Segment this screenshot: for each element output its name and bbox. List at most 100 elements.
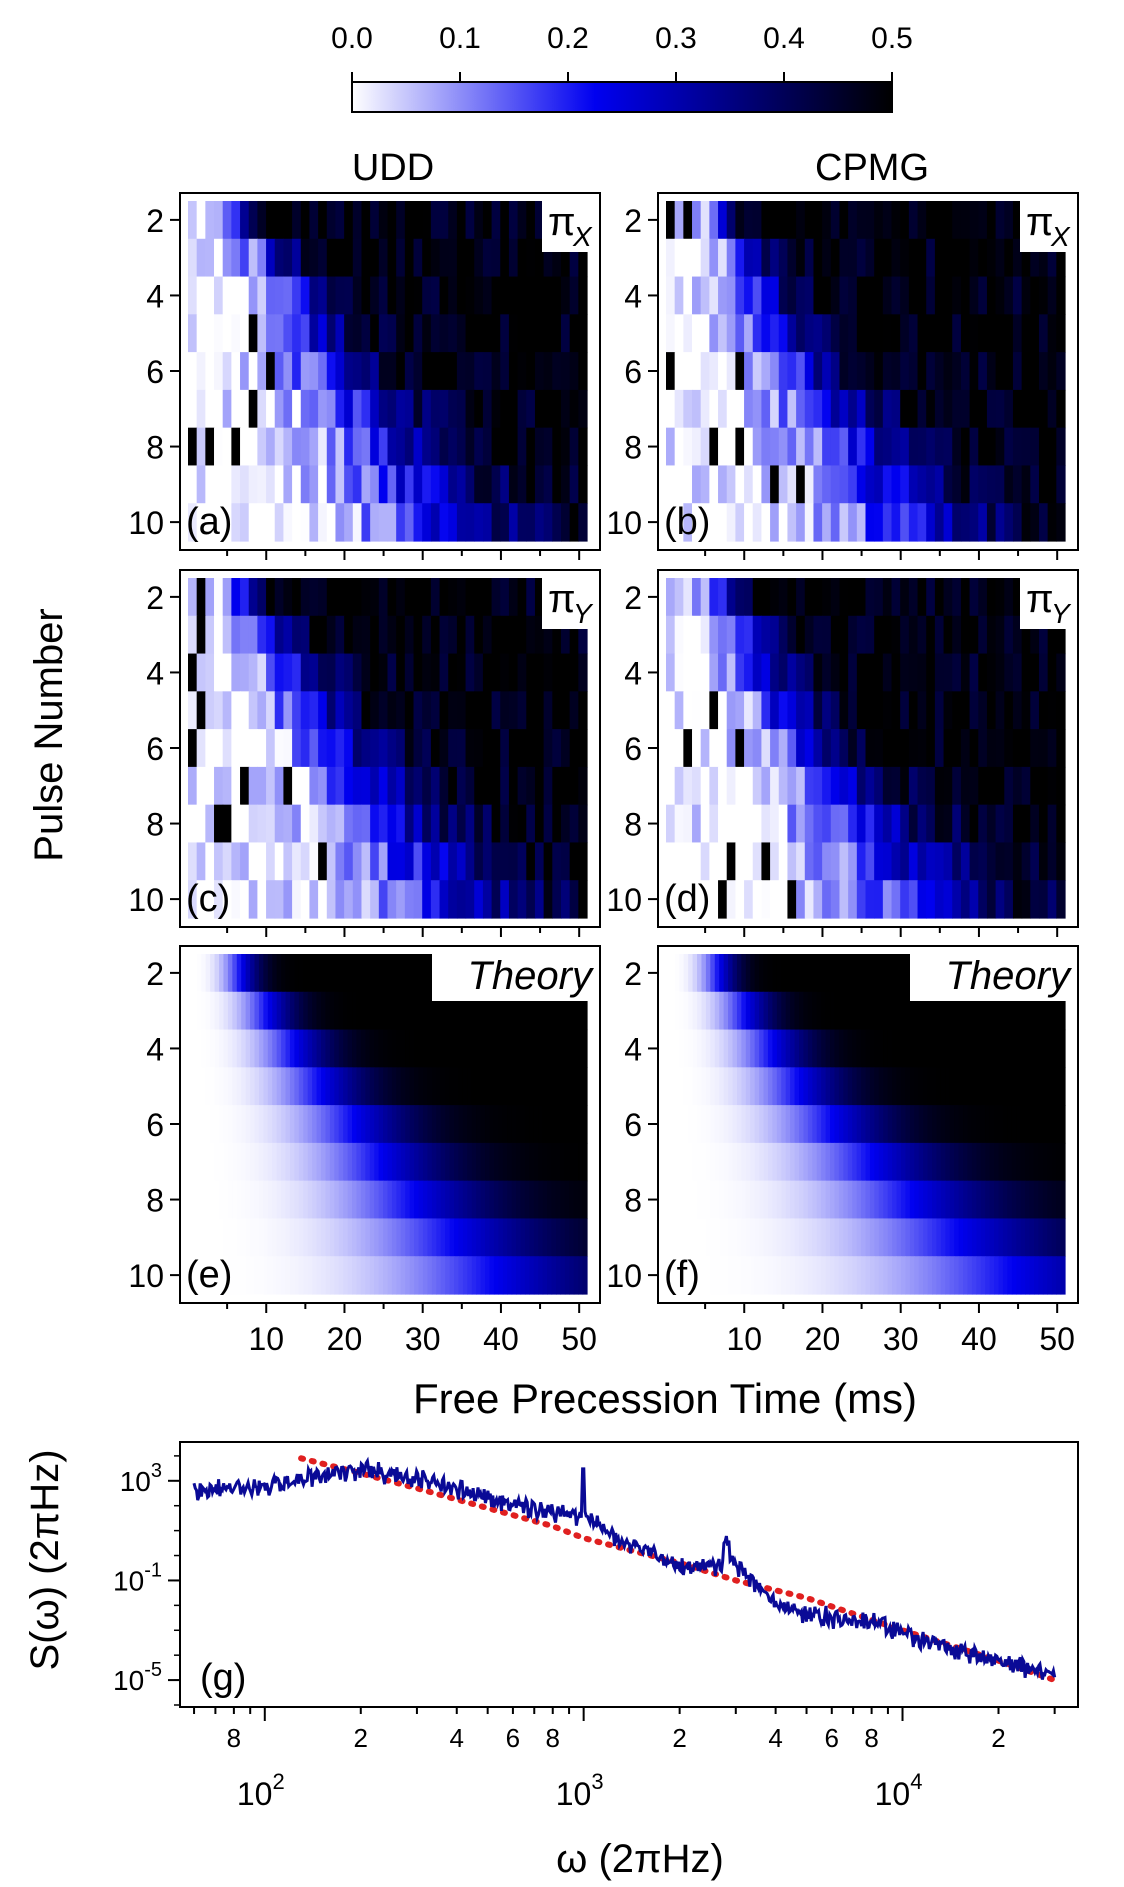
heatmap-cell xyxy=(254,991,260,1031)
heatmap-cell xyxy=(192,991,198,1031)
heatmap-cell xyxy=(709,880,719,919)
heatmap-cell xyxy=(666,991,672,1031)
heatmap-cell xyxy=(266,729,276,768)
heatmap-cell xyxy=(555,1218,561,1257)
heatmap-cell xyxy=(778,880,789,919)
heatmap-cell xyxy=(1047,615,1057,655)
heatmap-cell xyxy=(196,842,206,881)
heatmap-cell xyxy=(1033,1029,1039,1068)
heatmap-cell xyxy=(312,1256,318,1295)
heatmap-cell xyxy=(361,201,371,240)
heatmap-cell xyxy=(856,1105,862,1144)
heatmap-cell xyxy=(666,238,676,278)
heatmap-cell xyxy=(266,804,276,844)
heatmap-cell xyxy=(365,954,371,993)
heatmap-cell xyxy=(391,954,397,993)
heatmap-cell xyxy=(697,1180,703,1220)
heatmap-cell xyxy=(448,352,458,391)
heatmap-cell xyxy=(326,766,337,806)
heatmap-cell xyxy=(794,1067,800,1106)
heatmap-cell xyxy=(770,615,780,655)
heatmap-cell xyxy=(883,991,889,1031)
heatmap-cell xyxy=(1051,1029,1057,1068)
heatmap-cell xyxy=(276,991,282,1031)
heatmap-cell xyxy=(790,1142,796,1182)
y-tick-label: 4 xyxy=(146,1031,164,1067)
heatmap-cell xyxy=(688,1029,694,1068)
heatmap-cell xyxy=(524,1256,530,1295)
heatmap-cell xyxy=(709,615,719,655)
heatmap-cell xyxy=(436,1142,442,1182)
heatmap-cell xyxy=(430,842,441,881)
heatmap-cell xyxy=(520,1218,526,1257)
heatmap-cell xyxy=(508,880,519,919)
heatmap-cell xyxy=(936,1029,942,1068)
heatmap-cell xyxy=(266,503,276,542)
heatmap-cell xyxy=(387,653,397,692)
heatmap-cell xyxy=(674,201,684,240)
heatmap-cell xyxy=(896,1256,902,1295)
heatmap-cell xyxy=(761,465,771,504)
heatmap-cell xyxy=(404,691,415,730)
heatmap-cell xyxy=(952,465,962,504)
heatmap-cell xyxy=(205,842,215,881)
heatmap-cell xyxy=(365,1067,371,1106)
heatmap-cell xyxy=(449,1105,455,1144)
heatmap-cell xyxy=(692,729,702,768)
heatmap-cell xyxy=(356,1105,362,1144)
heatmap-cell xyxy=(294,954,300,993)
heatmap-cell xyxy=(744,653,754,692)
heatmap-cell xyxy=(754,1180,760,1220)
heatmap-cell xyxy=(796,615,806,655)
heatmap-cell xyxy=(476,1142,482,1182)
heatmap-cell xyxy=(294,1180,300,1220)
heatmap-cell xyxy=(465,201,475,240)
heatmap-cell xyxy=(474,804,484,844)
heatmap-cell xyxy=(812,1218,818,1257)
heatmap-cell xyxy=(404,389,415,429)
heatmap-cell xyxy=(413,880,423,919)
heatmap-cell xyxy=(188,465,198,504)
heatmap-cell xyxy=(761,503,771,542)
heatmap-cell xyxy=(493,1105,499,1144)
heatmap-cell xyxy=(848,804,858,844)
heatmap-cell xyxy=(927,1067,933,1106)
heatmap-cell xyxy=(790,1218,796,1257)
spectrum-y-tick-exponent: 3 xyxy=(151,1460,162,1482)
heatmap-cell xyxy=(692,804,702,844)
heatmap-cell xyxy=(804,352,815,391)
heatmap-cell xyxy=(917,238,927,278)
heatmap-cell xyxy=(547,1029,553,1068)
heatmap-cell xyxy=(1042,1218,1048,1257)
heatmap-cell xyxy=(710,1256,716,1295)
heatmap-cell xyxy=(188,954,194,993)
heatmap-cell xyxy=(803,1105,809,1144)
heatmap-cell xyxy=(344,389,354,429)
heatmap-cell xyxy=(491,503,501,542)
heatmap-cell xyxy=(418,1218,424,1257)
heatmap-cell xyxy=(741,1067,747,1106)
heatmap-cell xyxy=(874,389,884,429)
heatmap-cell xyxy=(248,427,258,467)
heatmap-cell xyxy=(285,1180,291,1220)
heatmap-cell xyxy=(744,465,754,504)
heatmap-cell xyxy=(887,1180,893,1220)
heatmap-cell xyxy=(732,954,738,993)
heatmap-cell xyxy=(405,1256,411,1295)
heatmap-cell xyxy=(300,653,311,692)
heatmap-cell xyxy=(378,804,389,844)
heatmap-cell xyxy=(236,1067,242,1106)
heatmap-cell xyxy=(978,389,988,429)
heatmap-cell xyxy=(449,1256,455,1295)
heatmap-cell xyxy=(752,427,763,467)
heatmap-cell xyxy=(551,991,557,1031)
heatmap-cell xyxy=(1011,1142,1017,1182)
heatmap-cell xyxy=(878,1180,884,1220)
heatmap-cell xyxy=(214,691,224,730)
heatmap-cell xyxy=(266,276,276,315)
heatmap-cell xyxy=(387,954,393,993)
heatmap-cell xyxy=(1047,314,1057,353)
heatmap-cell xyxy=(887,954,893,993)
heatmap-cell xyxy=(710,1218,716,1257)
heatmap-cell xyxy=(404,276,415,315)
